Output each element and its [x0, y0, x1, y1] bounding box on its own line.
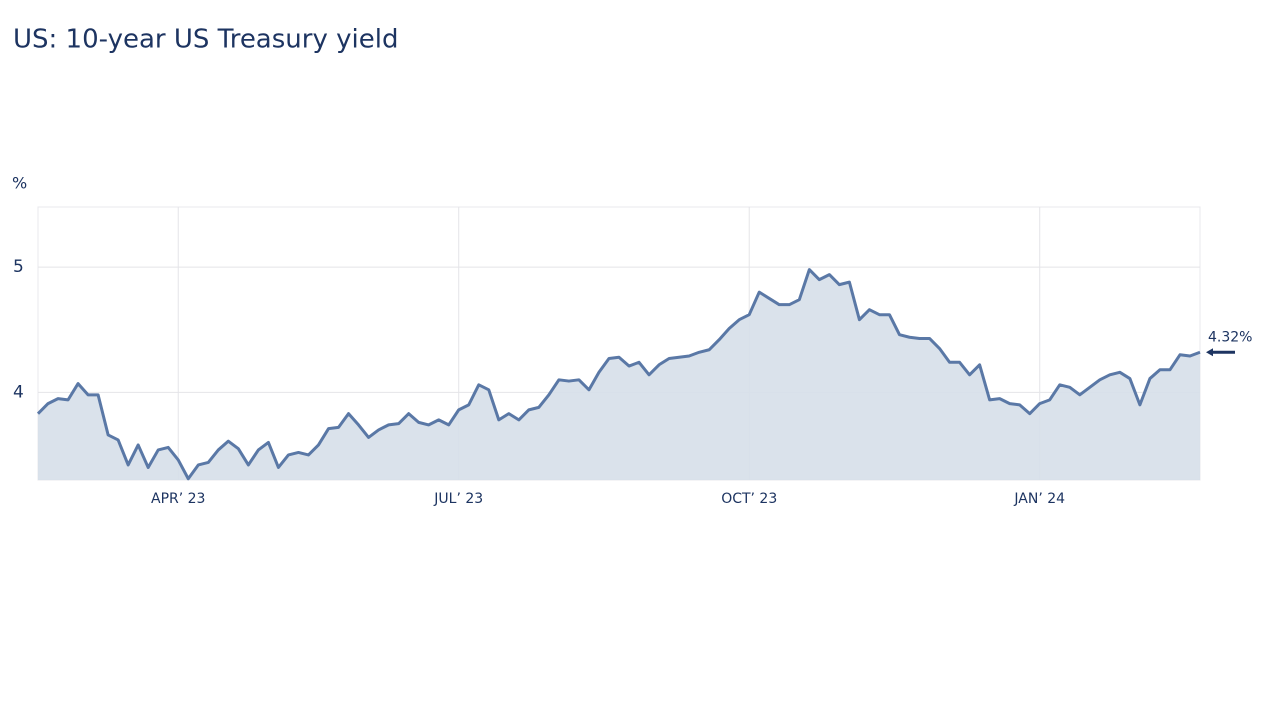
x-tick-label: OCT’ 23: [721, 491, 777, 507]
y-tick-label: 4: [13, 382, 24, 402]
x-tick-label: JUL’ 23: [433, 491, 483, 507]
x-tick-label: APR’ 23: [151, 491, 205, 507]
y-axis-label: %: [12, 174, 27, 193]
last-value-label: 4.32%: [1208, 329, 1252, 345]
area: [38, 269, 1200, 480]
x-tick-label: JAN’ 24: [1013, 491, 1065, 507]
y-tick-label: 5: [13, 257, 24, 277]
chart-title: US: 10-year US Treasury yield: [13, 25, 398, 55]
line: [36, 268, 1201, 481]
arrow: [1206, 348, 1235, 357]
